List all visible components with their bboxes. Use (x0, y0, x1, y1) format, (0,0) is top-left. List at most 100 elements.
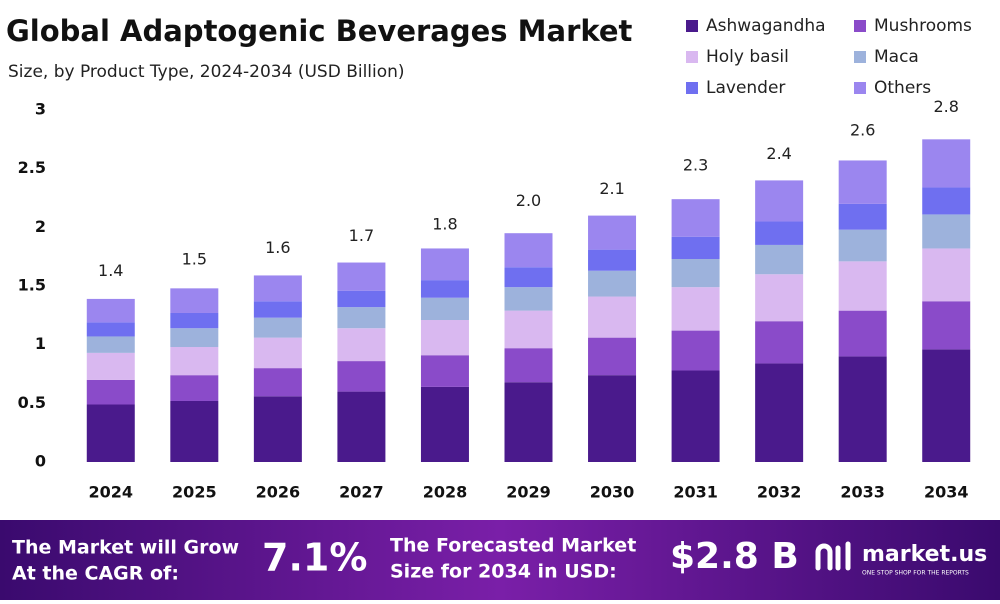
bar-segment (170, 400, 219, 462)
x-tick-label: 2029 (506, 483, 551, 502)
bar-segment (755, 274, 804, 322)
legend-label: Ashwagandha (706, 16, 826, 36)
bar-segment (253, 275, 302, 302)
total-label: 2.1 (599, 179, 624, 198)
total-label: 1.6 (265, 238, 290, 257)
brand-name: market.us (862, 542, 987, 567)
bar-segment (86, 322, 135, 337)
bar-segment (86, 336, 135, 353)
total-label: 2.4 (766, 144, 791, 163)
bar-segment (671, 287, 720, 331)
x-tick-label: 2030 (590, 483, 635, 502)
bar-segment (337, 391, 386, 462)
bar-segment (86, 379, 135, 405)
legend-swatch (854, 20, 866, 32)
brand-tagline: ONE STOP SHOP FOR THE REPORTS (862, 570, 969, 577)
total-label: 1.5 (182, 250, 207, 269)
bar-segment (922, 139, 971, 188)
bar-segment (922, 214, 971, 249)
bar-segment (671, 199, 720, 237)
bar-segment (588, 249, 637, 271)
bar-segment (755, 221, 804, 245)
bar-segment (588, 215, 637, 250)
bar-segment (922, 301, 971, 350)
cagr-text: At the CAGR of: (12, 563, 179, 585)
bar-segment (420, 320, 469, 356)
bar-segment (170, 328, 219, 348)
bar-segment (588, 270, 637, 297)
legend-swatch (854, 51, 866, 63)
bar-segment (755, 180, 804, 222)
y-tick-label: 3 (35, 100, 46, 119)
x-tick-label: 2032 (757, 483, 802, 502)
legend-label: Others (874, 78, 931, 98)
bar-segment (755, 244, 804, 275)
bar-segment (86, 352, 135, 380)
legend-swatch (686, 82, 698, 94)
bar-segment (253, 301, 302, 318)
forecast-text: The Forecasted Market (390, 535, 636, 557)
legend-label: Maca (874, 47, 919, 67)
y-tick-label: 2 (35, 217, 46, 236)
x-tick-label: 2033 (840, 483, 885, 502)
total-label: 2.8 (934, 97, 959, 116)
brand-logo (815, 541, 851, 571)
total-label: 1.7 (349, 226, 374, 245)
y-tick-label: 0 (35, 452, 46, 471)
bar-segment (922, 187, 971, 215)
bar-segment (337, 290, 386, 308)
bar-segment (838, 160, 887, 204)
bar-segment (504, 310, 553, 349)
x-tick-label: 2031 (673, 483, 718, 502)
bar-segment (337, 307, 386, 329)
bar-segment (420, 297, 469, 321)
forecast-value: $2.8 B (670, 536, 799, 577)
bar-segment (170, 288, 219, 313)
bar-segment (838, 261, 887, 311)
bar-segment (420, 280, 469, 298)
x-tick-label: 2028 (423, 483, 468, 502)
legend-swatch (686, 20, 698, 32)
bar-segment (671, 370, 720, 462)
cagr-value: 7.1% (262, 536, 367, 580)
x-tick-label: 2026 (256, 483, 301, 502)
bar-segment (86, 404, 135, 462)
bar-segment (253, 368, 302, 397)
bar-segment (253, 337, 302, 369)
bar-segment (504, 348, 553, 383)
legend-label: Lavender (706, 78, 785, 98)
logo-shape (815, 543, 833, 571)
bar-segment (337, 328, 386, 362)
total-label: 2.3 (683, 156, 708, 175)
legend-swatch (686, 51, 698, 63)
bar-segment (504, 382, 553, 462)
bar-segment (504, 233, 553, 268)
bar-segment (588, 296, 637, 338)
bar-segment (838, 310, 887, 357)
bar-segment (588, 375, 637, 462)
y-tick-label: 0.5 (18, 393, 46, 412)
bar-segment (86, 298, 135, 323)
total-label: 1.8 (432, 214, 457, 233)
bar-segment (671, 330, 720, 371)
bar-segment (420, 248, 469, 281)
legend-label: Holy basil (706, 47, 789, 67)
footer-banner (0, 520, 1000, 600)
legend-label: Mushrooms (874, 16, 972, 36)
cagr-text: The Market will Grow (12, 537, 239, 559)
bar-segment (170, 312, 219, 329)
bar-segment (170, 347, 219, 376)
bar-segment (838, 356, 887, 462)
bar-segment (671, 259, 720, 288)
y-tick-label: 1 (35, 334, 46, 353)
bar-segment (337, 361, 386, 392)
bar-segment (671, 236, 720, 260)
bar-segment (755, 321, 804, 364)
bar-segment (755, 363, 804, 462)
bar-segment (253, 396, 302, 462)
bar-segment (838, 229, 887, 262)
bar-segment (253, 317, 302, 338)
x-tick-label: 2034 (924, 483, 969, 502)
bar-segment (170, 375, 219, 401)
